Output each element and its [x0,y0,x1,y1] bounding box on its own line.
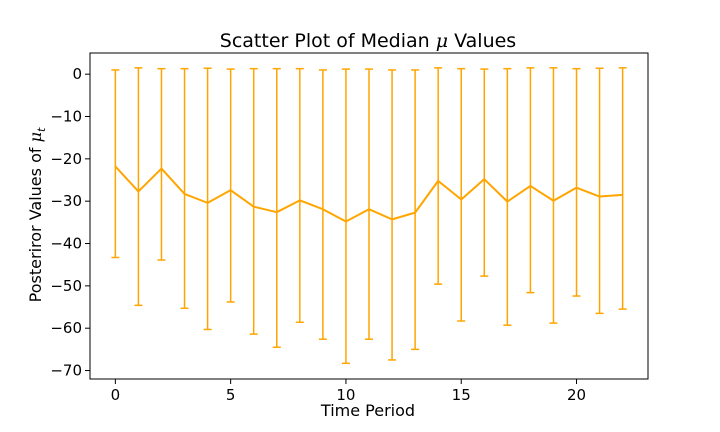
y-axis-label-subscript: t [35,127,48,132]
x-tick-label-2: 10 [336,386,355,404]
chart-title-text: Scatter Plot of Median [220,30,436,52]
y-axis-label: Posteriror Values of μt [26,127,48,302]
median-line-0 [114,165,623,223]
chart-title-symbol: μ [436,30,448,52]
y-tick-label-5: −50 [50,277,82,295]
x-tick-label-0: 0 [111,386,121,404]
y-tick-label-6: −60 [50,319,82,337]
axes-frame [89,52,649,380]
y-tick-label-0: 0 [72,65,82,83]
chart-title-suffix: Values [448,30,516,52]
y-tick-label-3: −30 [50,192,82,210]
x-tick-label-3: 15 [452,386,471,404]
y-tick-label-4: −40 [50,235,82,253]
y-axis-label-symbol: μ [26,132,45,142]
x-tick-label-4: 20 [567,386,586,404]
y-tick-label-7: −70 [50,362,82,380]
x-axis-label: Time Period [320,401,415,420]
chart-title: Scatter Plot of Median μ Values [220,30,516,52]
x-tick-label-1: 5 [226,386,236,404]
y-tick-label-2: −20 [50,150,82,168]
y-axis-label-text: Posteriror Values of [26,142,45,302]
plot-area: 0 5 10 15 20 0 −10 −20 −30 −40 −50 −60 −70 [50,52,649,404]
y-tick-label-1: −10 [50,108,82,126]
